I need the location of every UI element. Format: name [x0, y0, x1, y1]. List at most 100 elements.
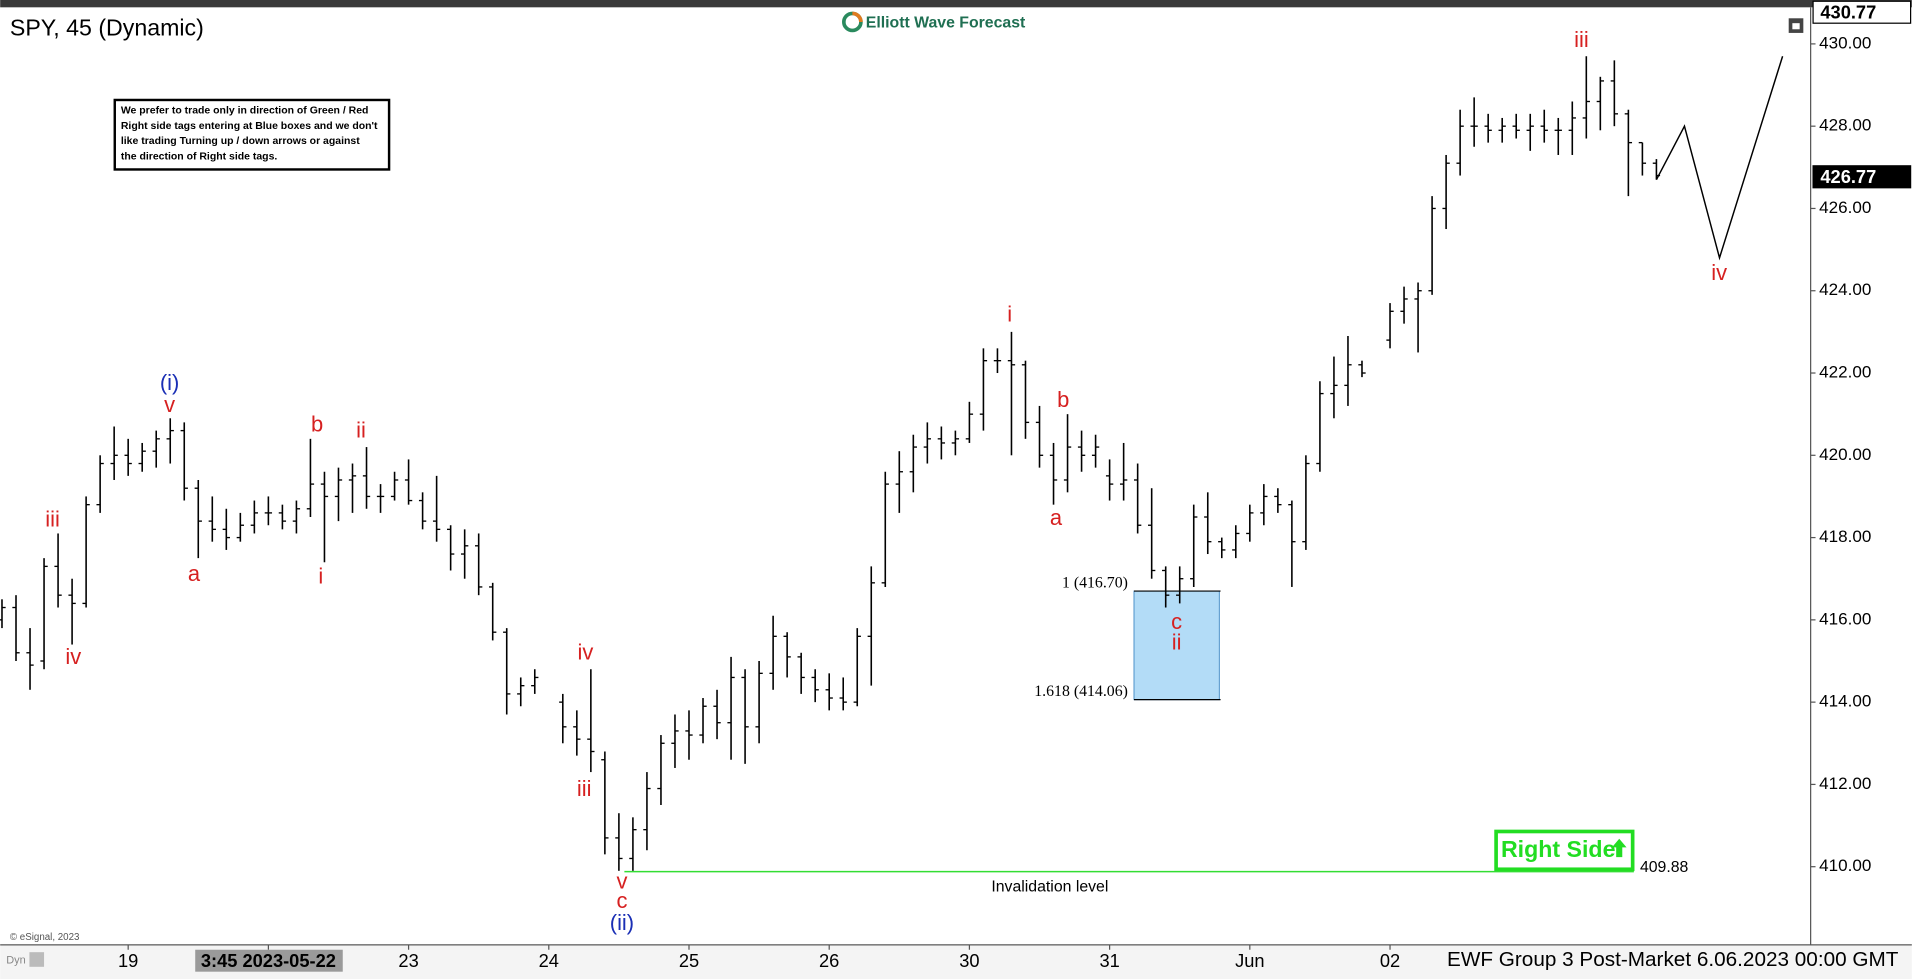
ohlc-bar: [1456, 109, 1464, 176]
ohlc-bar: [811, 669, 819, 703]
price-tag-bg: [1812, 0, 1912, 24]
wave-label: v: [164, 392, 175, 417]
ohlc-bar: [320, 471, 329, 563]
ohlc-bar: [755, 660, 763, 744]
ohlc-bar: [741, 669, 749, 764]
x-tick-label: 23: [398, 950, 418, 971]
ohlc-bar: [404, 459, 413, 505]
ohlc-bar: [937, 426, 946, 460]
note-line: Right side tags entering at Blue boxes a…: [121, 121, 378, 132]
x-tick-label: 19: [118, 950, 138, 971]
ohlc-bar: [1554, 117, 1562, 155]
x-tick-label: 26: [819, 950, 839, 971]
ohlc-bar: [909, 434, 917, 493]
ohlc-bar: [951, 430, 960, 456]
ohlc-bar: [489, 582, 497, 641]
wave-label: iii: [1574, 27, 1589, 52]
window-icon-inner[interactable]: [1792, 23, 1800, 30]
ohlc-bar: [1049, 442, 1058, 505]
wave-label: ii: [1172, 630, 1182, 655]
ohlc-bar: [124, 438, 132, 476]
y-tick-label: 426.00: [1819, 198, 1871, 217]
logo-icon-accent: [852, 11, 863, 23]
ohlc-bar: [236, 512, 244, 542]
ohlc-bar: [390, 471, 399, 501]
chart-title: SPY, 45 (Dynamic): [10, 14, 204, 40]
ohlc-bar: [222, 508, 230, 550]
wave-label: iv: [1711, 260, 1727, 285]
ohlc-bar: [26, 628, 34, 690]
x-tick-label: 30: [959, 950, 979, 971]
ohlc-bar: [1484, 113, 1492, 143]
price-tag: 426.77: [1820, 166, 1876, 187]
ohlc-bar: [418, 492, 427, 530]
ohlc-bar: [475, 533, 483, 596]
ohlc-bar: [1624, 109, 1633, 197]
ohlc-bar: [1007, 331, 1016, 456]
ohlc-bar: [1133, 463, 1142, 534]
note-box: [113, 98, 391, 171]
ohlc-bar: [208, 496, 216, 542]
ohlc-bar: [1302, 455, 1310, 550]
ohlc-bar: [993, 348, 1002, 374]
invalidation-value: 409.88: [1640, 859, 1689, 876]
y-tick-label: 428.00: [1819, 116, 1871, 135]
ohlc-bar: [1386, 303, 1394, 349]
y-tick-label: 424.00: [1819, 280, 1871, 299]
y-tick-label: 418.00: [1819, 527, 1871, 546]
ohlc-bar: [1162, 566, 1170, 608]
x-tick-label: 02: [1380, 950, 1400, 971]
x-tick-label: 25: [679, 950, 699, 971]
ohlc-bar: [881, 471, 889, 587]
x-tick-label: 3:45 2023-05-22: [201, 950, 336, 971]
x-tick-label: Jun: [1235, 950, 1264, 971]
ohlc-bar: [1091, 434, 1100, 468]
ohlc-bar: [348, 463, 357, 513]
mode-icon[interactable]: [29, 952, 45, 967]
window-icon[interactable]: [1788, 18, 1804, 33]
y-tick-label: 422.00: [1819, 363, 1871, 382]
ohlc-bar: [362, 447, 371, 509]
ohlc-bar: [1540, 109, 1548, 143]
ohlc-bar: [1428, 196, 1436, 295]
wave-label: b: [311, 411, 323, 436]
ohlc-bar: [1105, 459, 1114, 501]
ohlc-bar: [250, 500, 259, 534]
ohlc-bar: [559, 693, 567, 744]
ohlc-bar: [1176, 566, 1184, 604]
ohlc-bar: [797, 652, 805, 694]
wave-label: iv: [577, 639, 593, 664]
y-tick-label: 430.00: [1819, 33, 1871, 52]
ohlc-bar: [517, 677, 525, 707]
ohlc-bar: [1358, 360, 1366, 378]
y-tick-label: 414.00: [1819, 692, 1871, 711]
note-line: like trading Turning up / down arrows or…: [121, 136, 360, 147]
ohlc-bar: [1498, 117, 1506, 143]
ohlc-bar: [96, 455, 104, 513]
ohlc-bar: [110, 426, 118, 480]
ohlc-bar: [180, 422, 188, 501]
right-side-arrow: [1611, 838, 1627, 858]
ohlc-bar: [82, 496, 90, 608]
ohlc-bar: [1316, 381, 1324, 472]
ohlc-bar: [306, 438, 315, 518]
wave-label: (i): [160, 370, 180, 395]
ohlc-bar: [503, 628, 511, 715]
ohlc-bar: [138, 442, 146, 472]
ohlc-bar: [783, 632, 791, 678]
ohlc-bar: [531, 669, 539, 694]
ohlc-bar: [615, 813, 623, 871]
ohlc-bar: [825, 673, 833, 711]
wave-label: a: [1050, 505, 1063, 530]
ohlc-bar: [1246, 504, 1254, 542]
ohlc-bar: [1218, 537, 1226, 559]
note: We prefer to trade only in direction of …: [121, 106, 378, 163]
ohlc-bar: [152, 430, 160, 468]
wave-label: c: [1171, 609, 1182, 634]
wave-label: a: [188, 561, 201, 586]
ohlc-bar: [587, 669, 595, 773]
fib-label: 1.618 (414.06): [1034, 683, 1128, 700]
ohlc-bar: [601, 751, 609, 855]
ohlc-bar: [1400, 286, 1408, 324]
note-line: the direction of Right side tags.: [121, 151, 278, 162]
